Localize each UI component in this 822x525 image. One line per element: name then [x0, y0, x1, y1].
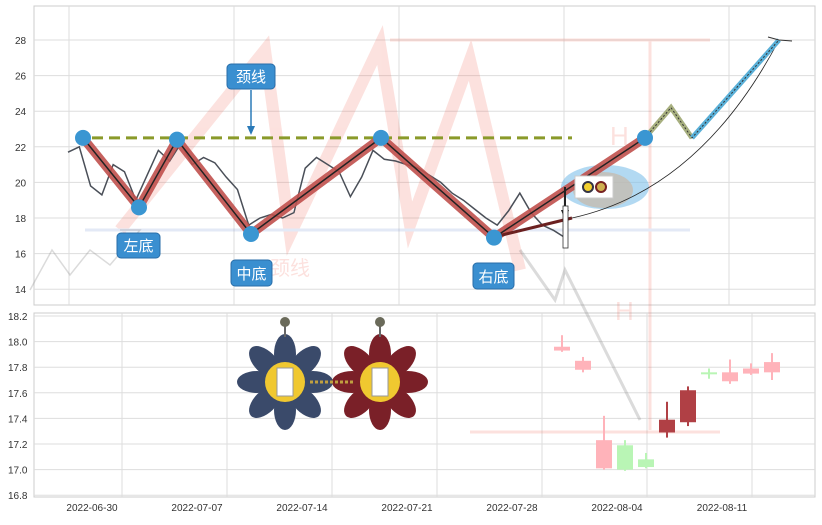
breakout-line	[493, 216, 573, 239]
mini-flower-blue-icon	[582, 181, 594, 193]
x-tick-label: 2022-07-14	[276, 503, 328, 514]
right-bottom-label: 右底	[472, 262, 515, 290]
neckline-label: 颈线	[226, 63, 276, 135]
pattern-point-marker	[243, 226, 259, 243]
candle-body	[554, 346, 570, 351]
x-tick-label: 2022-06-30	[66, 503, 118, 514]
mini-flower-red-icon	[595, 181, 607, 193]
candle-body	[596, 440, 612, 469]
price-series	[67, 141, 566, 239]
y-tick-label: 22	[15, 143, 27, 154]
pattern-overlay	[75, 36, 793, 249]
mahjong-tile	[276, 367, 294, 397]
flower-bud	[375, 317, 385, 327]
y-tick-label: 17.4	[8, 414, 28, 425]
y-tick-label: 16	[15, 250, 27, 261]
pattern-point-marker	[373, 129, 389, 146]
middle-bottom-label: 中底	[230, 259, 273, 287]
flower-bud	[280, 317, 290, 327]
y-tick-label: 18.0	[8, 338, 28, 349]
middle-bottom-text: 中底	[236, 266, 266, 283]
candle-body	[617, 445, 633, 470]
x-tick-label: 2022-08-11	[697, 503, 748, 514]
svg-text:H: H	[610, 121, 629, 151]
pattern-grid	[34, 6, 815, 305]
pattern-point-marker	[637, 129, 653, 146]
small-candle	[562, 205, 569, 249]
y-tick-label: 16.8	[8, 491, 28, 502]
candle-body	[743, 368, 759, 374]
neckline-label-text: 颈线	[236, 69, 266, 86]
candles	[554, 335, 780, 471]
flower-mahjong-blue-icon	[237, 317, 333, 430]
watermark-line	[29, 229, 142, 291]
candle-body	[638, 459, 654, 468]
flower-icons	[237, 317, 428, 430]
svg-text:H: H	[615, 296, 634, 326]
watermark-arrow	[518, 249, 642, 421]
y-tick-label: 17.0	[8, 466, 28, 477]
svg-text:颈线: 颈线	[270, 257, 310, 280]
y-tick-label: 28	[15, 36, 27, 47]
right-bottom-text: 右底	[478, 269, 508, 286]
y-tick-label: 17.2	[8, 440, 28, 451]
candle-body	[680, 390, 696, 423]
pattern-point-marker	[75, 129, 91, 146]
target-arc	[571, 39, 780, 219]
y-tick-label: 14	[15, 285, 27, 296]
pattern-point-marker	[169, 131, 185, 148]
mahjong-tile	[371, 367, 389, 397]
pattern-panel	[33, 5, 816, 306]
target-marker	[767, 36, 793, 42]
candle-body	[659, 419, 675, 433]
y-tick-label: 20	[15, 178, 27, 189]
y-tick-label: 26	[15, 72, 27, 83]
candle-body	[701, 372, 717, 375]
x-tick-label: 2022-07-07	[171, 503, 223, 514]
candle-body	[764, 362, 780, 373]
x-tick-label: 2022-07-21	[381, 503, 433, 514]
y-tick-label: 17.8	[8, 363, 28, 374]
y-tick-label: 17.6	[8, 389, 28, 400]
candle-grid	[34, 313, 815, 497]
candle-body	[575, 360, 591, 370]
price-line	[67, 141, 566, 239]
candle-body	[722, 372, 738, 382]
left-bottom-label: 左底	[116, 232, 161, 259]
watermark: 颈线 H H	[85, 25, 720, 434]
pattern-point-marker	[131, 199, 147, 216]
y-tick-label: 24	[15, 107, 27, 118]
left-bottom-text: 左底	[123, 238, 153, 255]
x-tick-label: 2022-07-28	[486, 503, 538, 514]
y-tick-label: 18.2	[8, 312, 28, 323]
y-tick-label: 18	[15, 214, 27, 225]
pattern-point-marker	[486, 229, 502, 246]
x-tick-label: 2022-08-04	[591, 503, 643, 514]
